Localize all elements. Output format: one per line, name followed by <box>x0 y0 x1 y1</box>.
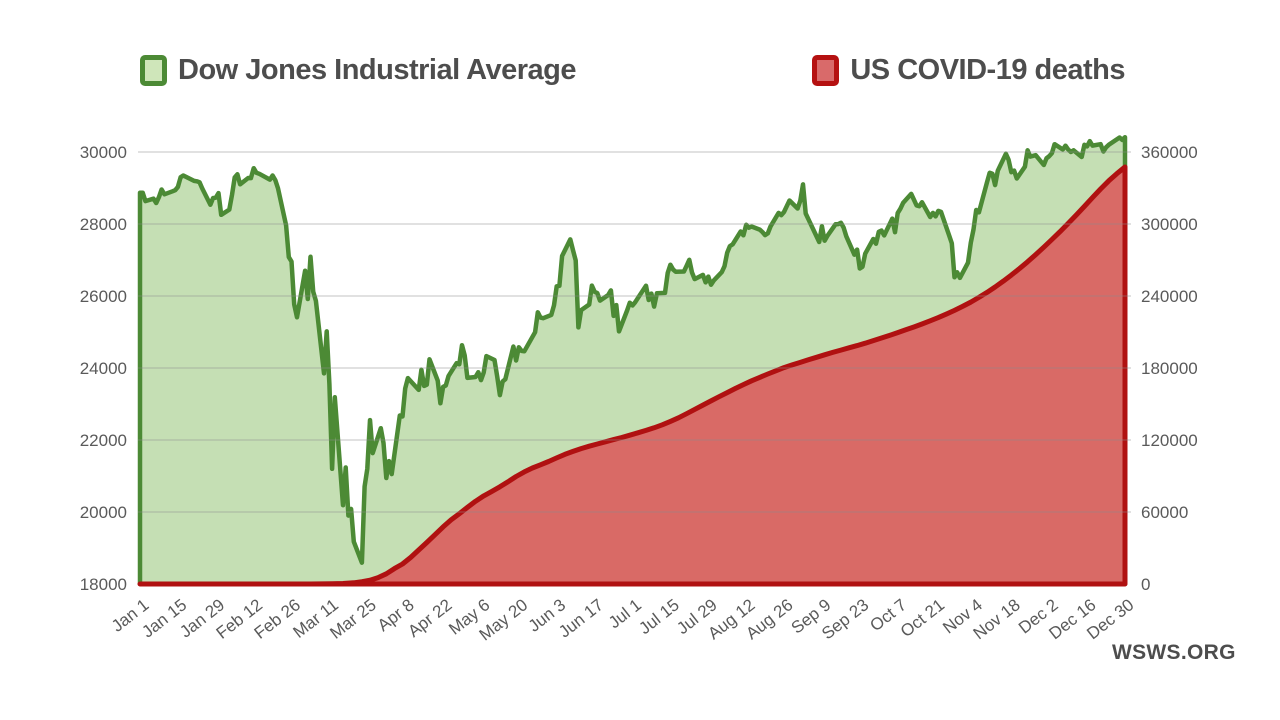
dow-legend-swatch-icon <box>140 55 167 86</box>
y-left-tick-label: 24000 <box>80 359 127 378</box>
y-left-tick-label: 30000 <box>80 143 127 162</box>
y-right-tick-label: 0 <box>1141 575 1150 594</box>
y-left-tick-label: 22000 <box>80 431 127 450</box>
y-right-tick-label: 360000 <box>1141 143 1198 162</box>
y-right-tick-label: 180000 <box>1141 359 1198 378</box>
y-right-tick-label: 60000 <box>1141 503 1188 522</box>
y-right-tick-label: 120000 <box>1141 431 1198 450</box>
x-tick-label: Oct 21 <box>897 595 948 641</box>
x-tick-label: Apr 22 <box>404 595 455 641</box>
covid-legend-swatch-icon <box>812 55 840 86</box>
legend-item-dow: Dow Jones Industrial Average <box>140 54 577 87</box>
legend-item-covid: US COVID-19 deaths <box>812 54 1125 87</box>
y-left-tick-label: 18000 <box>80 575 127 594</box>
x-tick-label: Jul 15 <box>635 595 682 638</box>
dow-legend-label: Dow Jones Industrial Average <box>178 54 577 86</box>
y-left-tick-label: 20000 <box>80 503 127 522</box>
chart-legend: Dow Jones Industrial Average US COVID-19… <box>140 54 1125 87</box>
x-tick-label: Jun 17 <box>555 595 607 641</box>
y-left-tick-label: 28000 <box>80 215 127 234</box>
watermark: WSWS.ORG <box>1112 641 1236 664</box>
y-right-tick-label: 300000 <box>1141 215 1198 234</box>
covid-area <box>137 164 1128 587</box>
y-left-tick-label: 26000 <box>80 287 127 306</box>
covid-legend-label: US COVID-19 deaths <box>850 54 1125 86</box>
y-right-tick-label: 240000 <box>1141 287 1198 306</box>
